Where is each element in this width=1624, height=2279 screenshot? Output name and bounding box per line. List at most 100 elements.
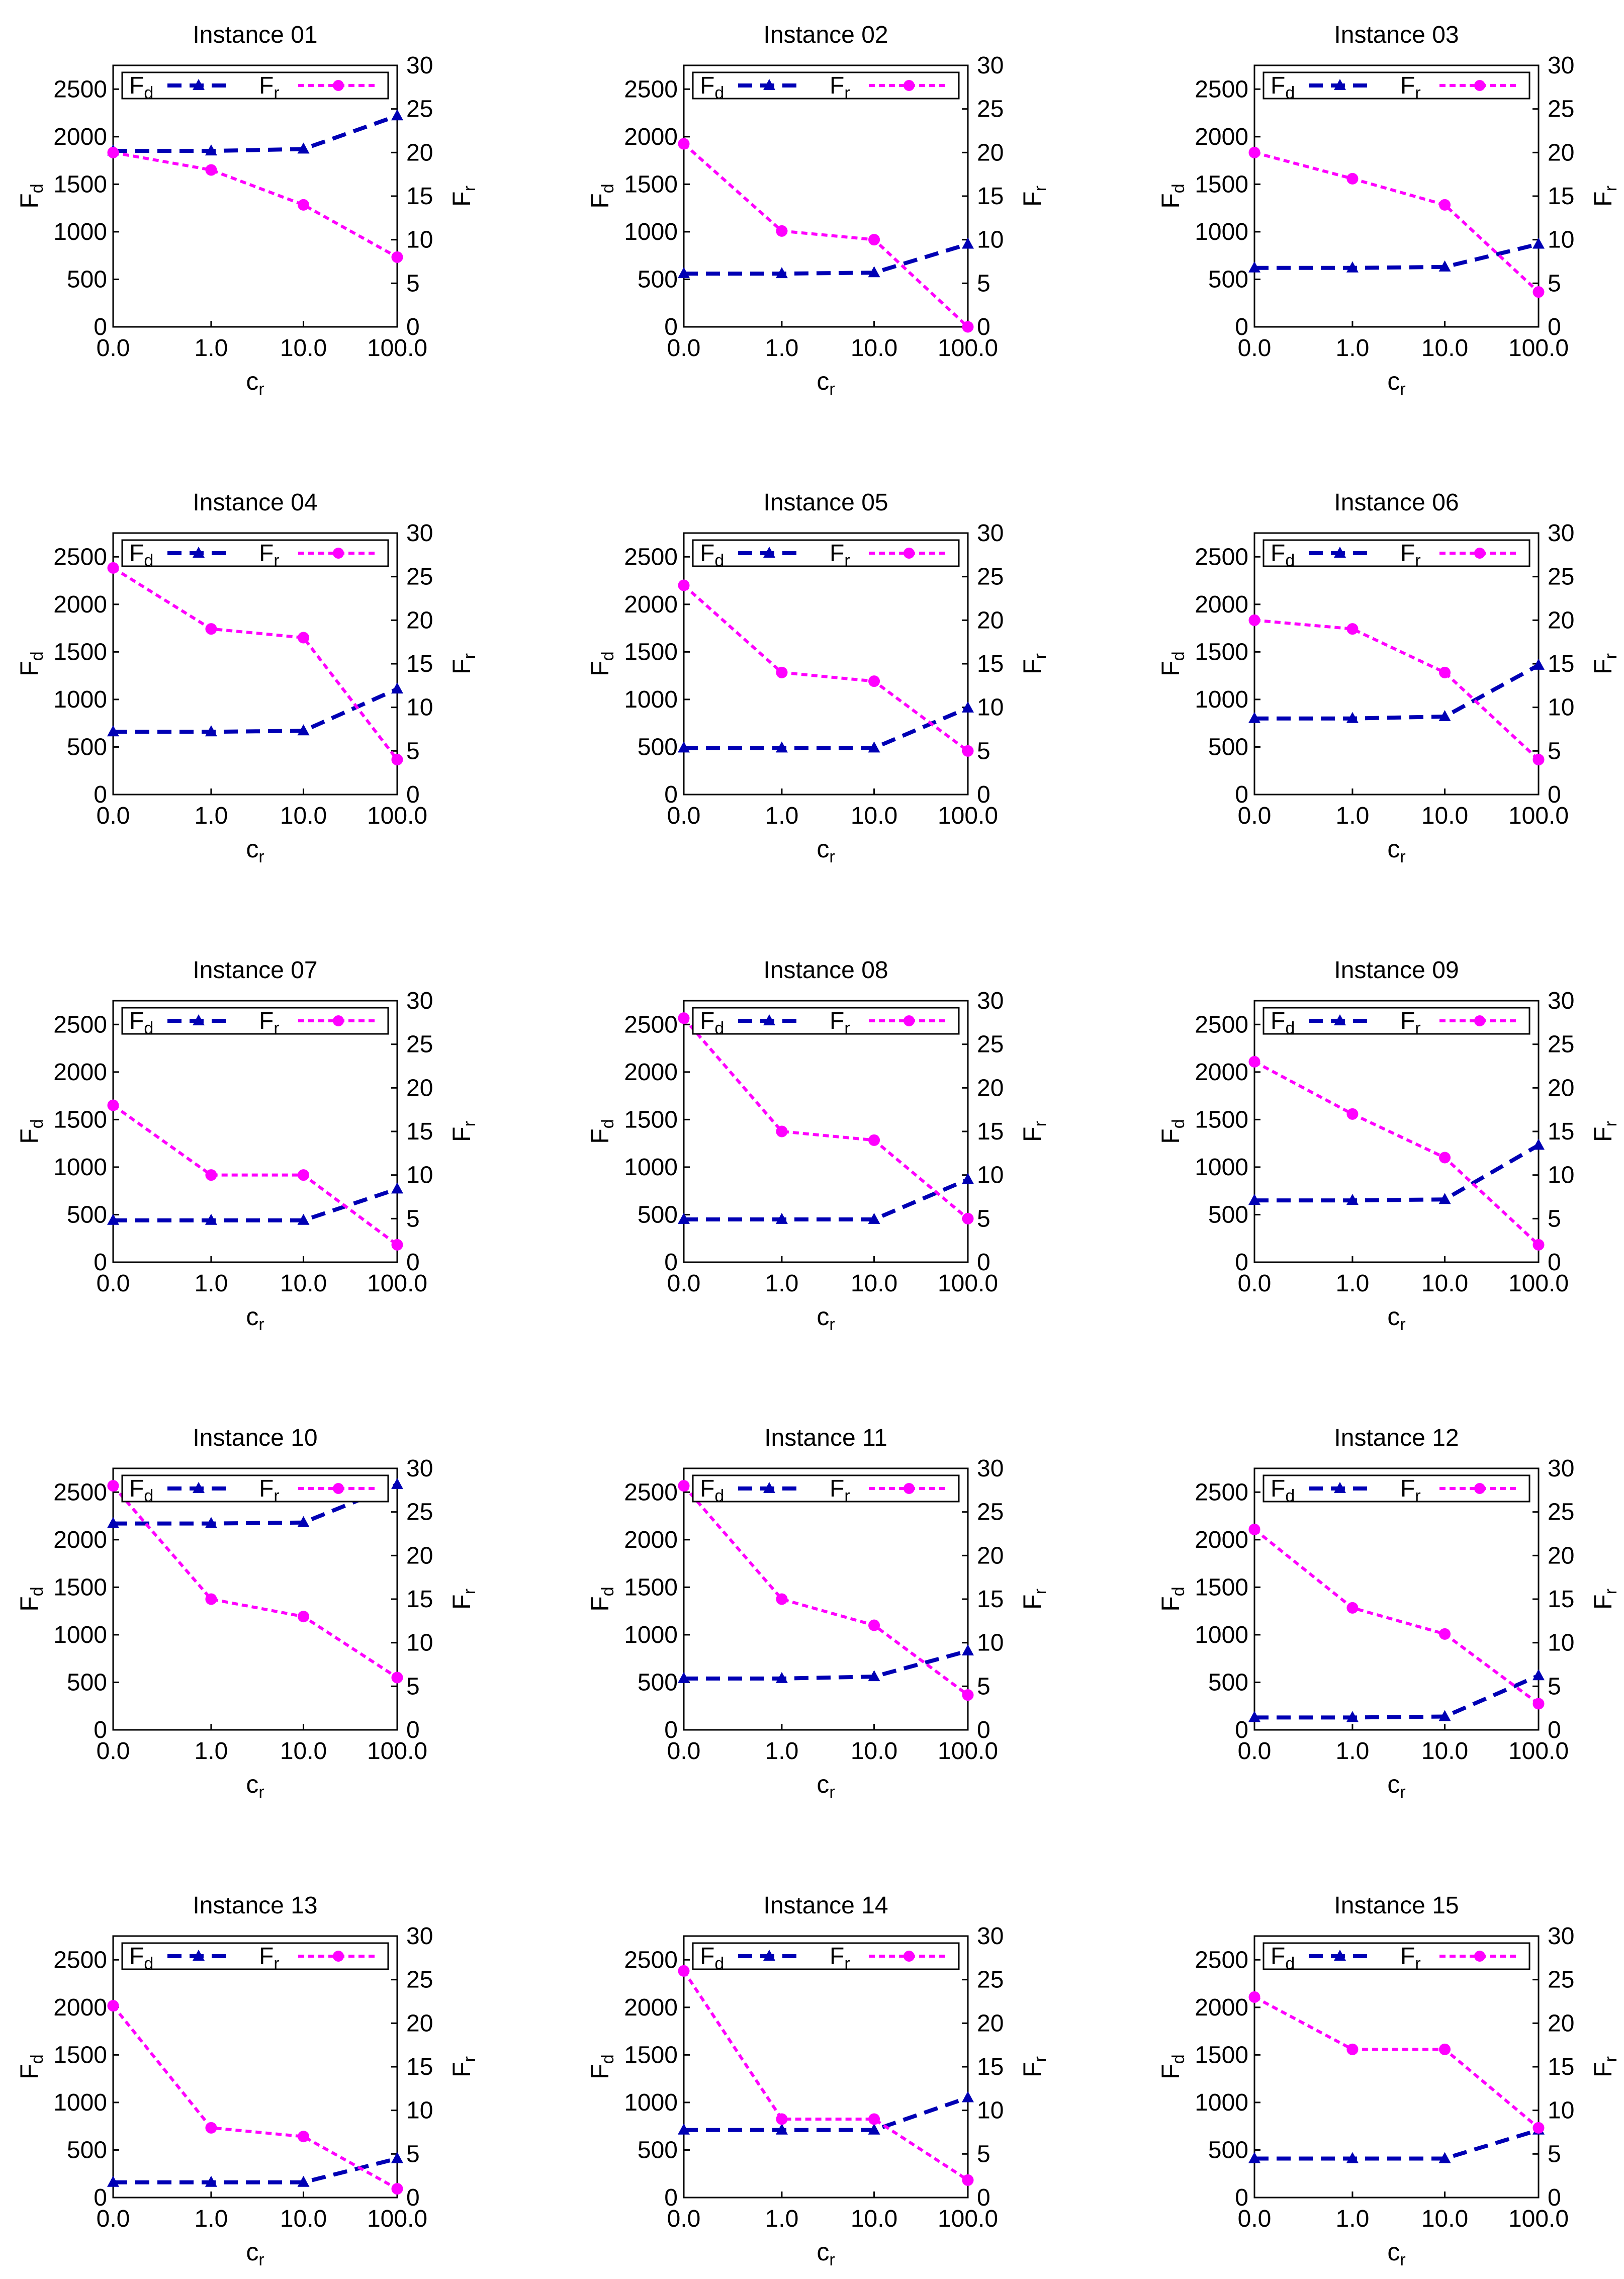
y-axis-left-label: Fd	[586, 184, 617, 208]
y-axis-right-label: Fr	[1018, 1589, 1050, 1610]
right-tick-label: 30	[406, 988, 433, 1014]
fr-point	[298, 1169, 310, 1181]
right-tick-label: 0	[406, 2184, 420, 2211]
x-axis-label: cr	[1387, 1302, 1405, 1334]
right-tick-label: 5	[406, 1673, 420, 1700]
left-tick-label: 1000	[1195, 2089, 1248, 2116]
panel-title: Instance 07	[193, 957, 317, 984]
legend-label-fd: Fd	[1271, 1008, 1295, 1038]
fr-point	[868, 675, 880, 687]
y-axis-left-label: Fd	[15, 184, 47, 208]
right-tick-label: 30	[406, 1923, 433, 1950]
x-tick-label: 1.0	[195, 803, 228, 829]
x-tick-label: 100.0	[1508, 803, 1569, 829]
right-tick-label: 15	[1548, 651, 1574, 677]
left-tick-label: 0	[1235, 1717, 1248, 1743]
fd-point	[868, 741, 880, 753]
panel-12: Instance 12 0 500 1000 1500 2000 2500 0 5 10 15 20 2…	[1156, 1425, 1620, 1802]
y-axis-right-label: Fr	[447, 653, 479, 674]
left-tick-label: 1500	[1195, 1574, 1248, 1601]
fd-series-line	[1254, 663, 1540, 721]
fr-point	[678, 1965, 690, 1977]
right-tick-label: 20	[406, 139, 433, 166]
right-tick-label: 10	[406, 1162, 433, 1189]
fr-point	[205, 164, 217, 176]
fd-point	[205, 1213, 217, 1225]
left-tick-label: 1500	[624, 2042, 678, 2068]
right-tick-label: 30	[977, 988, 1004, 1014]
x-tick-label: 100.0	[1508, 1738, 1569, 1765]
right-tick-label: 10	[1548, 1630, 1574, 1656]
right-tick-label: 10	[977, 2097, 1004, 2124]
legend: Fd Fr	[692, 1007, 960, 1038]
fd-point	[1438, 710, 1451, 721]
left-tick-label: 1000	[624, 686, 678, 713]
fr-point	[107, 1480, 119, 1492]
fd-series-line	[113, 1482, 398, 1526]
fr-series-line	[1253, 1060, 1540, 1246]
x-tick-label: 100.0	[938, 1270, 998, 1297]
fr-point	[391, 1239, 403, 1251]
left-tick-label: 2000	[624, 1527, 678, 1553]
x-tick-label: 100.0	[1508, 1270, 1569, 1297]
left-tick-label: 2500	[1195, 1011, 1248, 1038]
right-tick-label: 15	[406, 2054, 433, 2080]
legend-fr-marker	[1474, 548, 1485, 559]
left-tick-label: 2000	[1195, 1527, 1248, 1553]
panel-05: Instance 05 0 500 1000 1500 2000 2500 0 5 10 15 20 2…	[586, 489, 1050, 866]
legend-label-fr: Fr	[259, 1475, 280, 1506]
x-axis-label: cr	[246, 2238, 264, 2269]
left-tick-label: 2500	[1195, 76, 1248, 103]
fr-series-line	[682, 1017, 969, 1220]
x-axis-label: cr	[817, 367, 835, 399]
right-tick-label: 20	[1548, 139, 1574, 166]
x-tick-label: 1.0	[195, 1270, 228, 1297]
x-tick-label: 1.0	[195, 1738, 228, 1765]
fd-point	[1248, 261, 1260, 273]
y-axis-left-label: Fd	[15, 1119, 47, 1144]
left-tick-label: 2000	[53, 1994, 107, 2021]
fr-point	[868, 1619, 880, 1631]
plot-frame	[112, 1467, 398, 1731]
fd-point	[107, 2175, 119, 2187]
fd-point	[868, 1670, 880, 1682]
fd-point	[205, 144, 217, 156]
right-tick-label: 5	[1548, 1673, 1561, 1700]
legend-fr-marker	[1474, 1015, 1485, 1026]
left-tick-label: 2000	[1195, 124, 1248, 150]
legend-box	[121, 1942, 389, 1970]
legend-fd-marker	[193, 1014, 205, 1025]
right-tick-label: 30	[1548, 1455, 1574, 1482]
x-tick-label: 10.0	[1421, 335, 1468, 362]
right-tick-label: 15	[977, 183, 1004, 210]
fr-point	[678, 1480, 690, 1492]
fr-series-line	[683, 142, 969, 328]
fr-point	[205, 623, 217, 635]
x-tick-label: 1.0	[195, 2206, 228, 2232]
left-tick-label: 0	[94, 1717, 107, 1743]
fd-series-line	[113, 2156, 398, 2184]
fr-point	[678, 1012, 690, 1024]
right-tick-label: 30	[406, 1455, 433, 1482]
right-tick-label: 25	[977, 564, 1004, 590]
right-tick-label: 10	[406, 227, 433, 253]
left-tick-label: 2500	[1195, 1947, 1248, 1973]
fr-point	[1248, 1056, 1260, 1068]
right-tick-label: 25	[406, 1967, 433, 1993]
fd-point	[678, 1672, 690, 1683]
x-tick-label: 100.0	[938, 1738, 998, 1765]
right-tick-label: 10	[977, 1630, 1004, 1656]
fr-point	[205, 1593, 217, 1605]
left-tick-label: 2000	[1195, 1994, 1248, 2021]
x-tick-label: 0.0	[1238, 335, 1272, 362]
plot-frame	[1253, 1000, 1540, 1263]
fd-series-line	[113, 687, 398, 734]
fd-point	[868, 1212, 880, 1224]
fd-series-line	[684, 242, 969, 276]
right-tick-label: 20	[977, 1075, 1004, 1101]
right-tick-label: 25	[1548, 1031, 1574, 1058]
x-tick-label: 100.0	[367, 2206, 427, 2232]
fd-point	[775, 1212, 788, 1224]
right-tick-label: 30	[406, 520, 433, 547]
